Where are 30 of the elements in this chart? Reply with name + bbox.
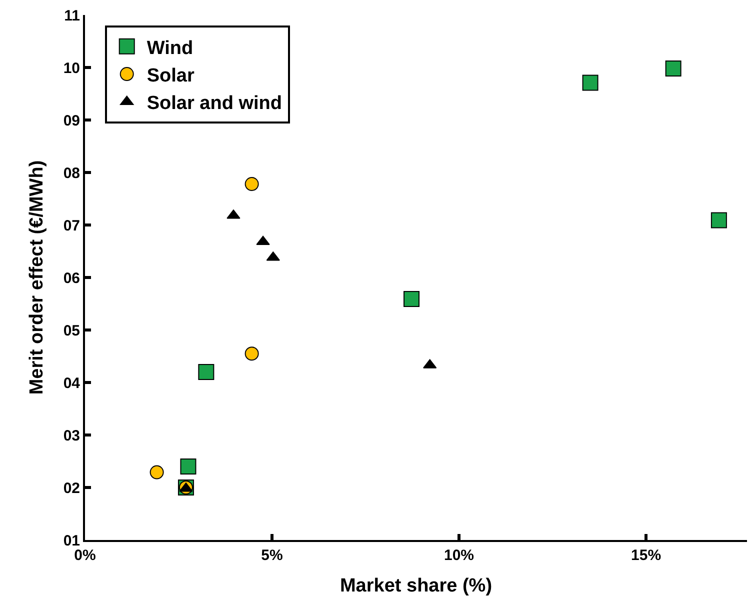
point [256,236,270,246]
point [404,291,420,308]
y-tick-label: 11 [64,7,80,24]
point [665,60,682,77]
point [244,346,259,361]
y-tick-label: 08 [63,164,80,182]
point [244,177,259,192]
x-tick-label: 10% [444,547,474,564]
y-tick-label: 02 [63,480,80,497]
y-tick-label: 10 [63,60,80,77]
point [710,212,727,228]
y-tick-label: 07 [63,217,80,234]
y-tick-label: 05 [63,322,80,340]
y-tick-label: 04 [63,374,81,392]
x-tick-label: 5% [261,547,283,564]
y-tick-label: 03 [63,427,80,444]
point [582,74,598,91]
legend-label: Wind [146,38,194,59]
y-tick-label: 06 [63,270,80,287]
point [198,364,214,380]
point [180,458,196,474]
legend-label: Solar and wind [146,93,282,114]
y-tick-label: 01 [63,532,80,550]
y-tick-label: 09 [63,112,80,130]
x-axis-title: Market share (%) [340,575,492,596]
legend-label: Solar [146,65,195,86]
x-tick-label: 0% [74,547,96,564]
point [150,465,164,480]
y-axis-title: Merit order effect (€/MWh) [26,160,48,395]
x-tick-label: 15% [631,547,662,564]
